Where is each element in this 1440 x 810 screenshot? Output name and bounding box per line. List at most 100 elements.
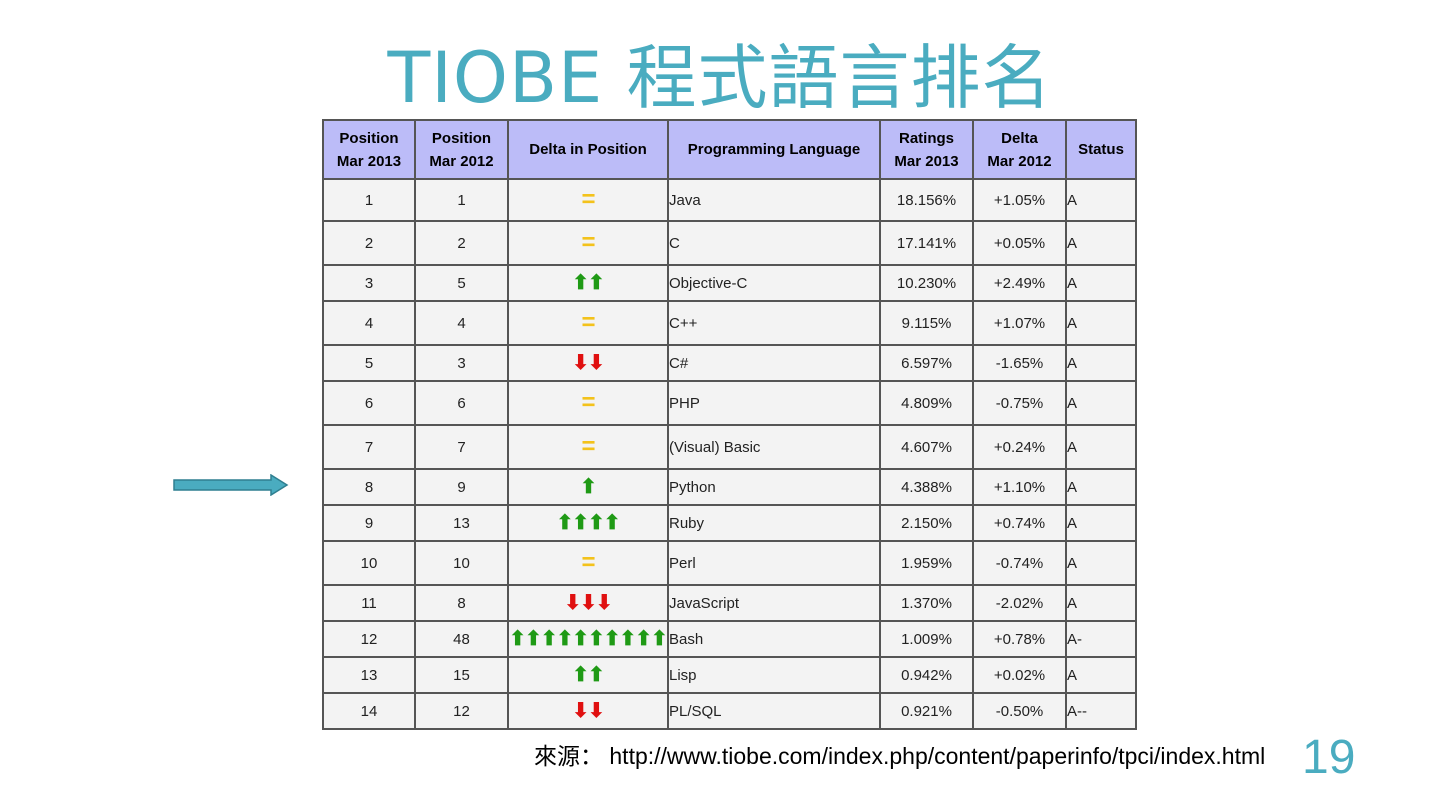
language-cell: Perl: [667, 540, 881, 586]
language-cell: (Visual) Basic: [667, 424, 881, 470]
language-cell: C: [667, 220, 881, 266]
status-cell: A: [1065, 344, 1137, 382]
position-2013-cell: 9: [322, 504, 416, 542]
status-cell: A: [1065, 468, 1137, 506]
rating-cell: 10.230%: [879, 264, 974, 302]
table-row: 6 6 = PHP 4.809% -0.75% A: [322, 380, 1137, 426]
delta-position-cell: ⬆: [507, 468, 669, 506]
rating-cell: 4.607%: [879, 424, 974, 470]
position-2012-cell: 7: [414, 424, 509, 470]
table-row: 11 8 ⬇⬇⬇ JavaScript 1.370% -2.02% A: [322, 584, 1137, 622]
delta-position-cell: ⬆⬆: [507, 264, 669, 302]
position-2012-cell: 8: [414, 584, 509, 622]
delta-position-cell: ⬆⬆⬆⬆: [507, 504, 669, 542]
position-2012-cell: 4: [414, 300, 509, 346]
delta-position-cell: =: [507, 178, 669, 222]
status-cell: A: [1065, 264, 1137, 302]
delta-rating-cell: -0.50%: [972, 692, 1067, 730]
table-row: 12 48 ⬆⬆⬆⬆⬆⬆⬆⬆⬆⬆ Bash 1.009% +0.78% A-: [322, 620, 1137, 658]
table-row: 2 2 = C 17.141% +0.05% A: [322, 220, 1137, 266]
status-cell: A--: [1065, 692, 1137, 730]
rating-cell: 18.156%: [879, 178, 974, 222]
position-2012-cell: 12: [414, 692, 509, 730]
position-2012-cell: 15: [414, 656, 509, 694]
language-cell: Python: [667, 468, 881, 506]
rating-cell: 6.597%: [879, 344, 974, 382]
no-change-icon: =: [581, 185, 595, 213]
rating-cell: 0.921%: [879, 692, 974, 730]
no-change-icon: =: [581, 432, 595, 460]
delta-position-cell: ⬇⬇⬇: [507, 584, 669, 622]
delta-rating-cell: +1.10%: [972, 468, 1067, 506]
position-2013-cell: 11: [322, 584, 416, 622]
delta-rating-cell: +0.74%: [972, 504, 1067, 542]
no-change-icon: =: [581, 388, 595, 416]
position-2012-cell: 9: [414, 468, 509, 506]
position-2013-cell: 6: [322, 380, 416, 426]
table-row: 4 4 = C++ 9.115% +1.07% A: [322, 300, 1137, 346]
position-2013-cell: 3: [322, 264, 416, 302]
delta-rating-cell: +2.49%: [972, 264, 1067, 302]
language-cell: JavaScript: [667, 584, 881, 622]
down-arrow-icon: ⬇⬇⬇: [564, 592, 612, 614]
up-arrow-icon: ⬆⬆: [572, 664, 605, 686]
delta-rating-cell: -0.75%: [972, 380, 1067, 426]
position-2012-cell: 3: [414, 344, 509, 382]
delta-rating-cell: +0.02%: [972, 656, 1067, 694]
source-citation: 來源： http://www.tiobe.com/index.php/conte…: [534, 743, 1266, 769]
position-2013-cell: 13: [322, 656, 416, 694]
delta-position-cell: =: [507, 380, 669, 426]
no-change-icon: =: [581, 308, 595, 336]
table-row: 1 1 = Java 18.156% +1.05% A: [322, 178, 1137, 222]
no-change-icon: =: [581, 548, 595, 576]
table-row: 13 15 ⬆⬆ Lisp 0.942% +0.02% A: [322, 656, 1137, 694]
table-row: 14 12 ⬇⬇ PL/SQL 0.921% -0.50% A--: [322, 692, 1137, 730]
down-arrow-icon: ⬇⬇: [572, 352, 605, 374]
delta-rating-cell: -0.74%: [972, 540, 1067, 586]
position-2012-cell: 10: [414, 540, 509, 586]
delta-rating-cell: -1.65%: [972, 344, 1067, 382]
table-row: 3 5 ⬆⬆ Objective-C 10.230% +2.49% A: [322, 264, 1137, 302]
rating-cell: 2.150%: [879, 504, 974, 542]
status-cell: A: [1065, 178, 1137, 222]
status-cell: A: [1065, 584, 1137, 622]
header-position-2013: Position Mar 2013: [322, 119, 416, 180]
language-cell: C#: [667, 344, 881, 382]
rating-cell: 9.115%: [879, 300, 974, 346]
language-cell: PL/SQL: [667, 692, 881, 730]
delta-rating-cell: -2.02%: [972, 584, 1067, 622]
right-arrow-icon: [173, 474, 289, 496]
position-2013-cell: 10: [322, 540, 416, 586]
position-2012-cell: 2: [414, 220, 509, 266]
delta-rating-cell: +0.05%: [972, 220, 1067, 266]
status-cell: A: [1065, 504, 1137, 542]
table-row: 7 7 = (Visual) Basic 4.607% +0.24% A: [322, 424, 1137, 470]
language-cell: Objective-C: [667, 264, 881, 302]
rating-cell: 4.388%: [879, 468, 974, 506]
position-2012-cell: 48: [414, 620, 509, 658]
position-2013-cell: 8: [322, 468, 416, 506]
language-cell: C++: [667, 300, 881, 346]
position-2012-cell: 6: [414, 380, 509, 426]
rating-cell: 1.959%: [879, 540, 974, 586]
position-2013-cell: 7: [322, 424, 416, 470]
language-cell: Ruby: [667, 504, 881, 542]
table-row: 8 9 ⬆ Python 4.388% +1.10% A: [322, 468, 1137, 506]
status-cell: A: [1065, 424, 1137, 470]
header-row: Position Mar 2013 Position Mar 2012 Delta …: [322, 119, 1137, 180]
delta-position-cell: ⬆⬆⬆⬆⬆⬆⬆⬆⬆⬆: [507, 620, 669, 658]
header-delta-rating: Delta Mar 2012: [972, 119, 1067, 180]
delta-position-cell: =: [507, 540, 669, 586]
delta-position-cell: ⬇⬇: [507, 692, 669, 730]
down-arrow-icon: ⬇⬇: [572, 700, 605, 722]
header-language: Programming Language: [667, 119, 881, 180]
delta-position-cell: ⬆⬆: [507, 656, 669, 694]
table-row: 10 10 = Perl 1.959% -0.74% A: [322, 540, 1137, 586]
header-position-2012: Position Mar 2012: [414, 119, 509, 180]
no-change-icon: =: [581, 228, 595, 256]
status-cell: A: [1065, 300, 1137, 346]
rating-cell: 0.942%: [879, 656, 974, 694]
status-cell: A: [1065, 220, 1137, 266]
position-2013-cell: 1: [322, 178, 416, 222]
up-arrow-icon: ⬆⬆⬆⬆⬆⬆⬆⬆⬆⬆: [509, 628, 668, 650]
